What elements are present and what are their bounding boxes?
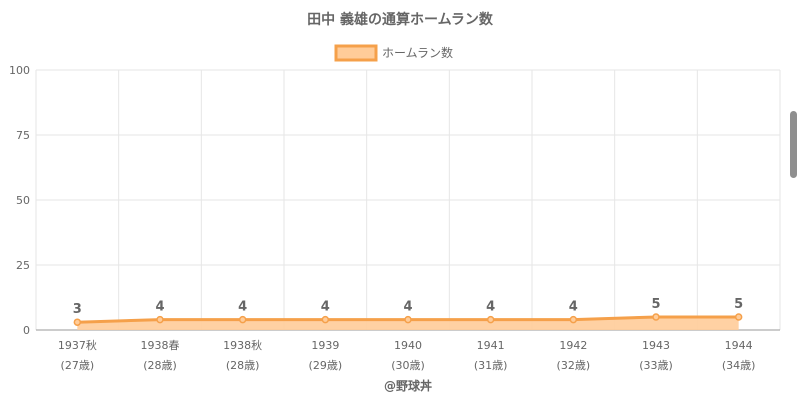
x-tick-label: 1942	[559, 339, 587, 352]
data-point	[486, 315, 495, 324]
x-tick-label: 1938秋	[223, 338, 262, 352]
grid	[35, 69, 781, 331]
data-point	[73, 318, 82, 326]
data-label: 5	[651, 297, 660, 312]
x-tick-label: 1944	[725, 339, 753, 352]
data-point	[321, 315, 330, 324]
x-tick-age-label: (33歳)	[639, 359, 673, 372]
data-labels: 3 4 4 4 4 4 4 5 5	[73, 297, 743, 317]
x-tick-age-label: (31歳)	[474, 359, 508, 372]
data-label: 4	[238, 300, 247, 315]
x-tick-age-label: (30歳)	[391, 359, 425, 372]
series-homeruns	[73, 313, 743, 330]
y-tick-label: 50	[16, 194, 30, 207]
x-tick-label: 1941	[477, 339, 505, 352]
x-tick-age-label: (34歳)	[722, 359, 756, 372]
chart-title: 田中 義雄の通算ホームラン数	[307, 11, 494, 28]
data-label: 4	[321, 300, 330, 315]
x-tick-age-label: (29歳)	[309, 359, 343, 372]
x-tick-label: 1943	[642, 339, 670, 352]
x-tick-age-label: (28歳)	[226, 359, 260, 372]
x-tick-label: 1937秋	[58, 338, 97, 352]
x-tick-label: 1938春	[141, 339, 180, 352]
data-point	[156, 315, 164, 324]
y-tick-label: 75	[16, 129, 30, 142]
x-tick-age-label: (32歳)	[557, 359, 591, 372]
data-label: 4	[155, 300, 164, 315]
y-tick-label: 25	[16, 259, 30, 272]
data-label: 3	[73, 302, 82, 317]
y-tick-label: 0	[23, 324, 30, 337]
data-point	[652, 313, 660, 321]
legend-swatch	[334, 44, 378, 62]
credit-text: @野球丼	[384, 378, 432, 393]
data-label: 4	[403, 300, 412, 315]
legend[interactable]: ホームラン数	[334, 44, 453, 62]
legend-label: ホームラン数	[382, 45, 453, 60]
x-tick-age-label: (27歳)	[61, 359, 95, 372]
x-tick-label: 1939	[311, 339, 339, 352]
x-axis: 1937秋 (27歳) 1938春 (28歳) 1938秋 (28歳) 1939 (29歳) 1…	[58, 338, 756, 372]
data-point	[734, 313, 743, 321]
data-point	[569, 315, 578, 324]
data-point	[238, 315, 247, 324]
data-label: 4	[486, 300, 495, 315]
x-tick-label: 1940	[394, 339, 422, 352]
y-tick-label: 100	[9, 64, 30, 77]
x-tick-age-label: (28歳)	[143, 359, 177, 372]
y-axis: 0 25 50 75 100	[9, 64, 30, 337]
data-point	[404, 315, 412, 324]
scrollbar-thumb[interactable]	[790, 111, 797, 178]
data-label: 5	[734, 297, 743, 312]
data-label: 4	[569, 300, 578, 315]
